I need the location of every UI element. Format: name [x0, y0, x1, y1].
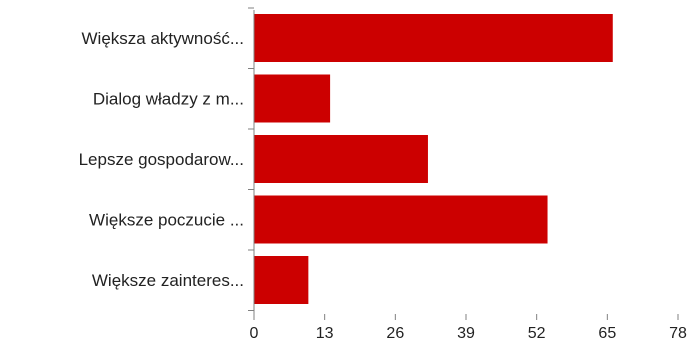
bar-5	[254, 256, 309, 304]
x-tick-label-6: 78	[669, 325, 687, 342]
bar-4	[254, 195, 548, 244]
x-tick-label-5: 65	[598, 325, 616, 342]
x-tick-label-4: 52	[528, 325, 546, 342]
bar-3	[254, 135, 428, 183]
bar-1	[254, 14, 613, 62]
category-label-3: Lepsze gospodarow...	[79, 150, 244, 169]
category-label-1: Większa aktywność...	[82, 29, 245, 48]
category-label-2: Dialog władzy z m...	[93, 90, 244, 109]
x-tick-label-0: 0	[250, 325, 259, 342]
bar-2	[254, 74, 331, 123]
x-tick-label-1: 13	[316, 325, 334, 342]
x-tick-label-3: 39	[457, 325, 475, 342]
category-label-5: Większe zainteres...	[92, 271, 244, 290]
category-label-4: Większe poczucie ...	[89, 211, 244, 230]
x-tick-label-2: 26	[386, 325, 404, 342]
